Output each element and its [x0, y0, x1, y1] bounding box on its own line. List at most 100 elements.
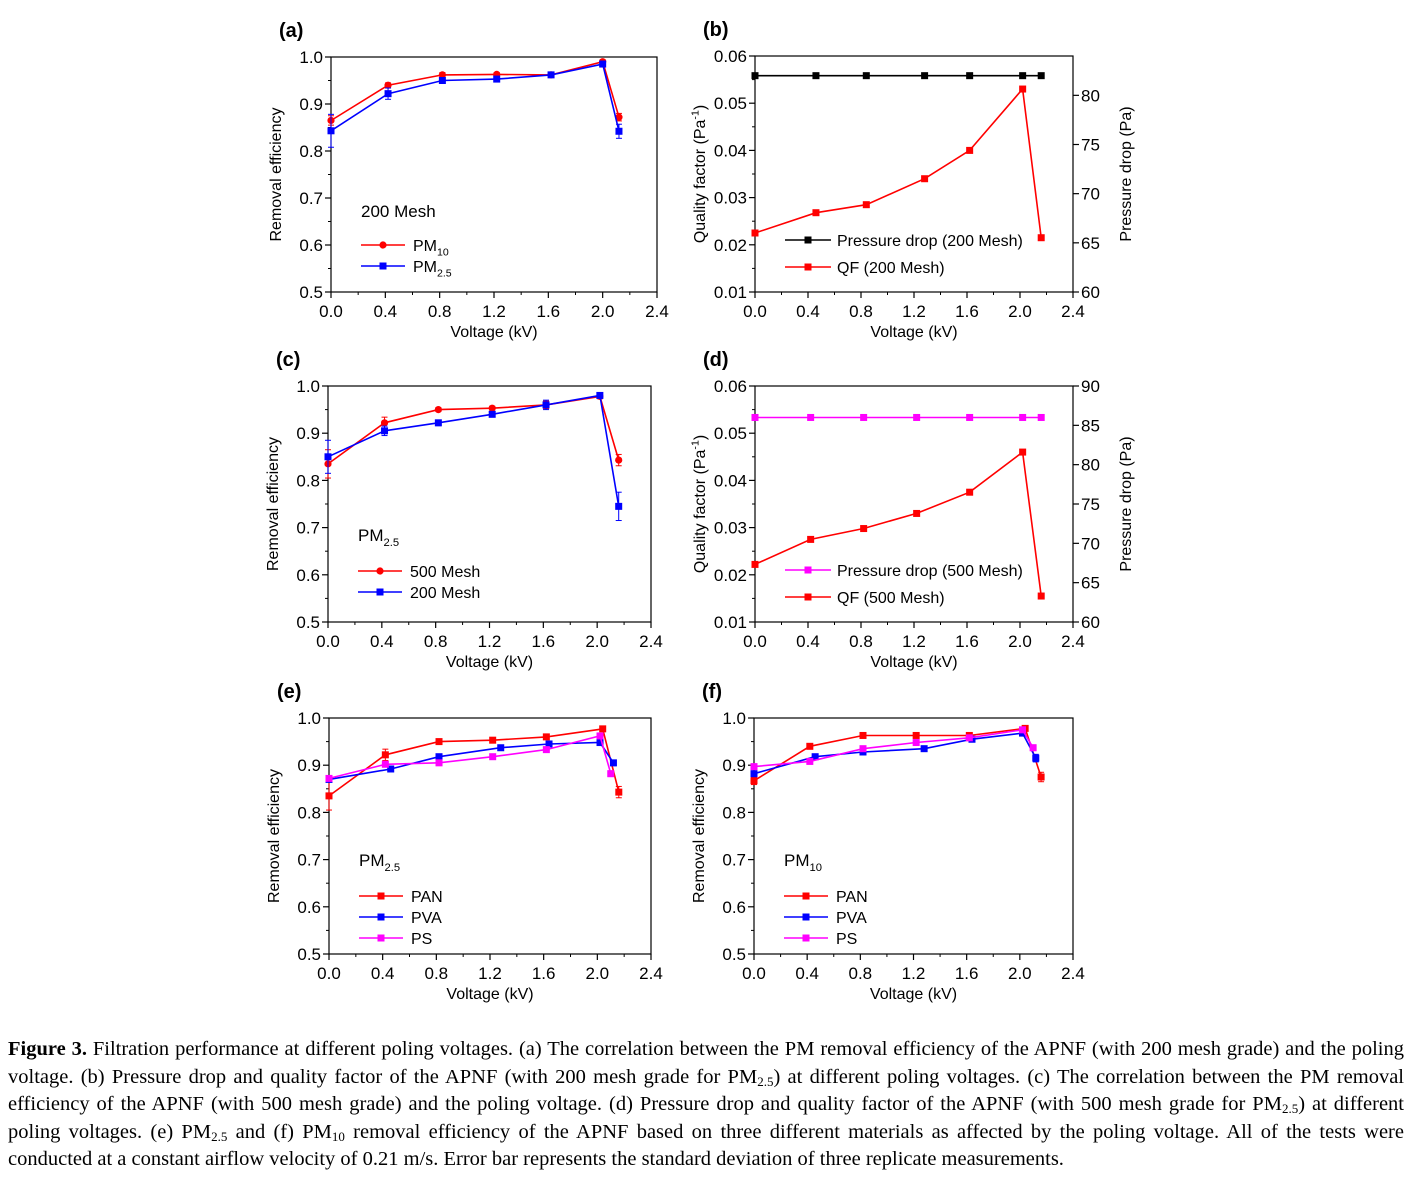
y-tick-label: 0.5 [296, 613, 320, 632]
x-tick-label: 0.4 [374, 302, 398, 321]
y-tick-label: 0.8 [299, 142, 323, 161]
series-pressure-drop-500-mesh- [751, 413, 1045, 421]
y-axis-label: Removal efficiency [265, 437, 282, 571]
y-tick-label: 0.9 [296, 424, 320, 443]
legend-marker [376, 567, 384, 575]
y-tick-label: 0.7 [722, 851, 746, 870]
data-point [438, 71, 446, 79]
y-tick-label: 0.5 [297, 945, 321, 964]
legend-marker [377, 934, 385, 942]
data-point [1037, 773, 1045, 781]
legend-label: 500 Mesh [410, 564, 480, 581]
data-point [1029, 744, 1037, 752]
y-tick-label: 1.0 [297, 709, 321, 728]
x-tick-label: 2.0 [1008, 964, 1032, 983]
data-point [812, 72, 820, 80]
y2-tick-label: 90 [1081, 377, 1100, 396]
panel-label: (f) [702, 681, 722, 703]
x-tick-label: 2.0 [586, 964, 610, 983]
x-tick-label: 1.2 [478, 632, 502, 651]
legend-label: PAN [836, 889, 868, 906]
data-point [750, 777, 758, 785]
data-point [615, 113, 623, 121]
y-tick-label: 0.8 [297, 803, 321, 822]
legend-label: PAN [411, 889, 443, 906]
legend-marker [379, 262, 387, 270]
chart-panel-d: (d) 0.0 0.4 0.8 1.2 1.6 2.0 2.4 0.01 0.02 0.03 0.04… [690, 349, 1135, 671]
y2-tick-label: 60 [1081, 283, 1100, 302]
series-pva [750, 729, 1040, 778]
x-tick-label: 0.0 [316, 632, 340, 651]
series-line [328, 741, 615, 781]
y-axis-label: Removal efficiency [266, 769, 283, 903]
data-point [438, 77, 446, 84]
data-point [1037, 413, 1045, 421]
series-line [753, 732, 1037, 775]
x-tick-label: 2.4 [645, 302, 669, 321]
x-tick-label: 0.8 [849, 964, 873, 983]
data-point [542, 401, 550, 409]
data-point [860, 413, 868, 421]
x-tick-label: 0.4 [796, 632, 820, 651]
x-tick-label: 0.0 [742, 964, 766, 983]
x-tick-label: 0.4 [370, 632, 394, 651]
series-pm2-5 [327, 60, 623, 148]
legend-marker [377, 892, 385, 900]
series-200-mesh [324, 391, 623, 522]
series-pva [325, 739, 617, 783]
figure-caption: Figure 3. Filtration performance at diff… [8, 1036, 1404, 1174]
data-point [435, 759, 443, 767]
data-point [913, 413, 921, 421]
legend-marker [802, 913, 810, 921]
legend-marker [802, 934, 810, 942]
caption-text: and (f) PM [227, 1120, 332, 1143]
data-point [807, 413, 815, 421]
legend-label: QF (500 Mesh) [837, 590, 945, 607]
y-tick-label: 0.03 [714, 519, 747, 538]
x-tick-label: 0.0 [743, 632, 767, 651]
data-point [435, 738, 443, 746]
data-point [862, 201, 870, 209]
data-point [912, 739, 920, 747]
y2-tick-label: 75 [1081, 495, 1100, 514]
legend-label: PVA [836, 910, 867, 927]
caption-subscript: 2.5 [1281, 1101, 1299, 1116]
y2-tick-label: 65 [1081, 234, 1100, 253]
y-tick-label: 1.0 [296, 377, 320, 396]
x-tick-label: 1.6 [532, 632, 556, 651]
y2-tick-label: 80 [1081, 86, 1100, 105]
y-tick-label: 0.5 [722, 945, 746, 964]
data-point [325, 792, 333, 800]
data-point [384, 90, 392, 98]
legend-label: Pressure drop (200 Mesh) [837, 233, 1023, 250]
series-pm10 [327, 58, 623, 126]
data-point [324, 453, 332, 461]
legend-title: PM2.5 [358, 526, 399, 549]
x-tick-label: 2.4 [1061, 302, 1085, 321]
data-point [1037, 72, 1045, 80]
y-tick-label: 0.02 [714, 566, 747, 585]
data-point [920, 745, 928, 753]
data-point [615, 456, 623, 464]
legend-title: PM10 [784, 851, 822, 874]
x-tick-label: 1.2 [482, 302, 506, 321]
caption-subscript: 10 [331, 1128, 345, 1144]
y2-tick-label: 85 [1081, 416, 1100, 435]
plot-frame [754, 385, 1074, 623]
data-point [380, 419, 389, 427]
legend-marker [804, 566, 812, 574]
x-tick-label: 0.0 [319, 302, 343, 321]
y2-tick-label: 70 [1081, 534, 1100, 553]
caption-label: Figure 3. [8, 1038, 87, 1060]
y2-tick-label: 80 [1081, 456, 1100, 475]
y2-axis-label: Pressure drop (Pa) [1118, 436, 1135, 571]
y-tick-label: 0.6 [296, 566, 320, 585]
y-tick-label: 0.05 [714, 424, 747, 443]
y-tick-label: 1.0 [299, 48, 323, 67]
caption-text: ) at different poling voltages. (e) PM [8, 1093, 1404, 1143]
series-line [327, 394, 620, 507]
x-tick-label: 0.4 [795, 964, 819, 983]
y-tick-label: 0.5 [299, 283, 323, 302]
y-tick-label: 0.06 [714, 377, 747, 396]
